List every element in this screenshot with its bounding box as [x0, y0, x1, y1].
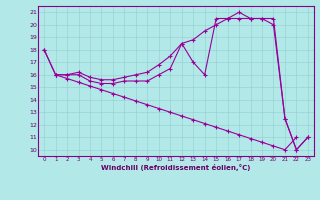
X-axis label: Windchill (Refroidissement éolien,°C): Windchill (Refroidissement éolien,°C) — [101, 164, 251, 171]
